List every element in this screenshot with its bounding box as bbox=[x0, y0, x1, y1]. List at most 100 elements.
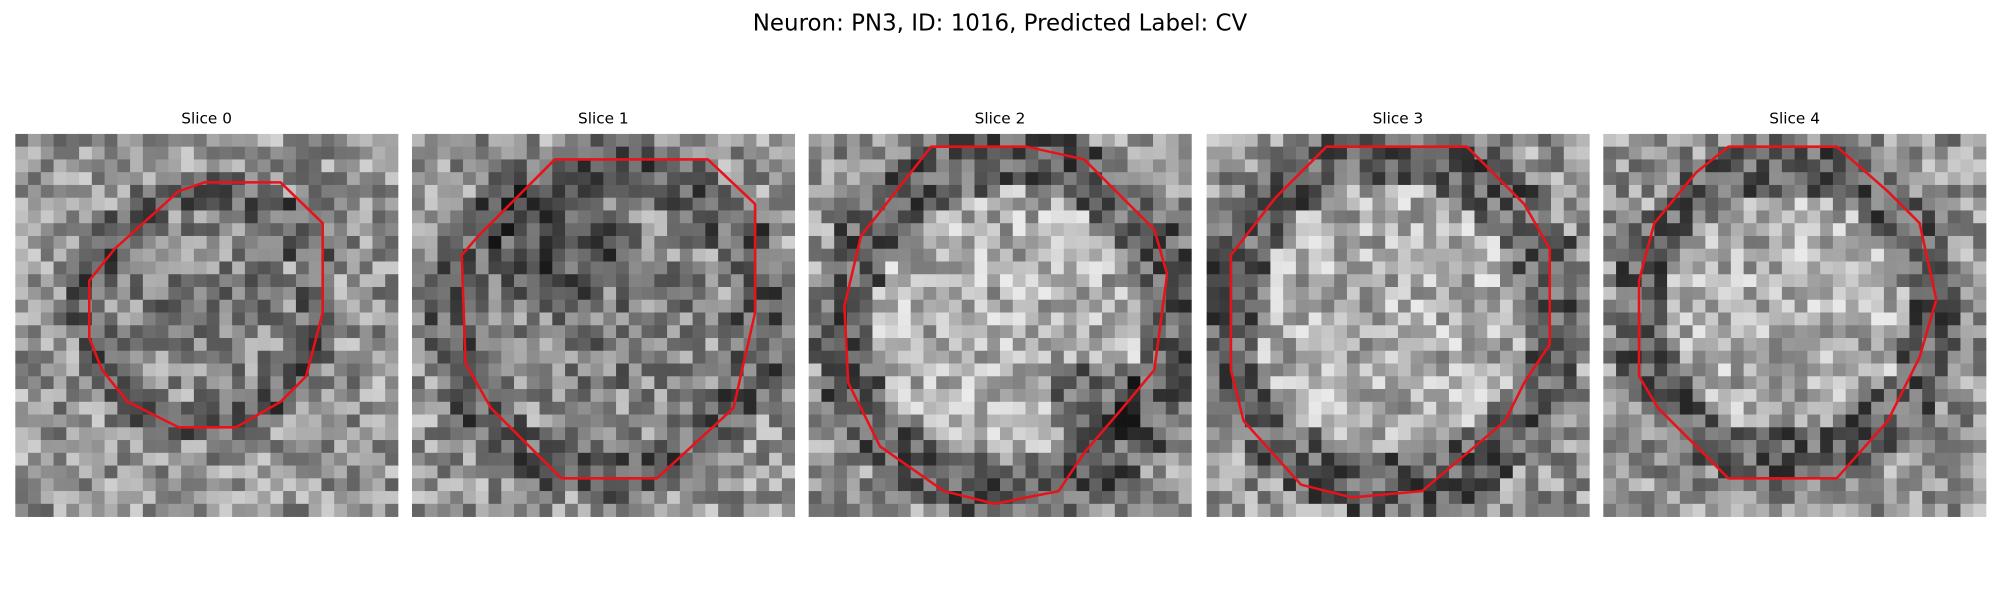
pixel bbox=[232, 503, 246, 517]
pixel bbox=[1781, 172, 1796, 186]
pixel bbox=[104, 299, 118, 313]
pixel bbox=[463, 210, 477, 224]
pixel bbox=[437, 427, 451, 441]
pixel bbox=[885, 235, 899, 250]
pixel bbox=[334, 338, 348, 352]
pixel bbox=[1257, 376, 1271, 390]
pixel bbox=[1718, 389, 1732, 403]
pixel bbox=[885, 478, 899, 492]
pixel bbox=[1461, 172, 1475, 186]
pixel bbox=[475, 286, 489, 301]
pixel bbox=[730, 210, 745, 224]
pixel bbox=[1871, 274, 1885, 288]
pixel bbox=[705, 248, 719, 262]
pixel bbox=[1730, 440, 1745, 454]
pixel bbox=[40, 389, 54, 403]
pixel bbox=[1832, 401, 1847, 415]
pixel bbox=[679, 338, 693, 352]
pixel bbox=[1525, 133, 1539, 148]
pixel bbox=[1922, 503, 1936, 517]
pixel bbox=[66, 248, 80, 262]
pixel bbox=[897, 376, 912, 390]
pixel bbox=[1397, 401, 1412, 415]
pixel bbox=[667, 248, 681, 262]
pixel bbox=[1718, 376, 1732, 390]
pixel bbox=[565, 401, 579, 415]
pixel bbox=[1794, 503, 1808, 517]
pixel bbox=[1244, 363, 1259, 377]
pixel bbox=[1076, 184, 1090, 199]
pixel bbox=[1820, 133, 1834, 148]
pixel bbox=[552, 197, 566, 211]
pixel bbox=[897, 146, 912, 160]
pixel bbox=[1769, 414, 1783, 428]
pixel bbox=[1858, 286, 1872, 301]
pixel bbox=[219, 274, 233, 288]
pixel bbox=[1500, 427, 1514, 441]
pixel bbox=[104, 197, 118, 211]
pixel bbox=[1012, 452, 1026, 466]
pixel bbox=[1563, 274, 1577, 288]
pixel bbox=[1025, 261, 1039, 275]
pixel bbox=[1372, 184, 1386, 199]
pixel bbox=[346, 197, 361, 211]
pixel bbox=[1832, 197, 1847, 211]
pixel bbox=[1500, 389, 1514, 403]
pixel bbox=[1525, 350, 1539, 364]
pixel bbox=[244, 389, 259, 403]
pixel bbox=[1500, 261, 1514, 275]
pixel bbox=[1654, 286, 1668, 301]
pixel bbox=[565, 223, 579, 237]
pixel bbox=[1845, 465, 1859, 479]
pixel bbox=[91, 299, 105, 313]
pixel bbox=[679, 223, 693, 237]
pixel bbox=[40, 503, 54, 517]
pixel bbox=[411, 223, 426, 237]
pixel bbox=[346, 286, 361, 301]
pixel bbox=[219, 223, 233, 237]
pixel bbox=[628, 503, 642, 517]
pixel bbox=[1436, 286, 1450, 301]
pixel bbox=[885, 299, 899, 313]
pixel bbox=[1909, 274, 1923, 288]
pixel bbox=[936, 286, 950, 301]
pixel bbox=[1603, 350, 1617, 364]
pixel bbox=[781, 440, 796, 454]
pixel bbox=[628, 338, 642, 352]
pixel bbox=[821, 312, 835, 326]
pixel bbox=[1102, 478, 1116, 492]
pixel bbox=[1616, 478, 1630, 492]
pixel bbox=[1295, 261, 1310, 275]
pixel bbox=[295, 235, 310, 250]
pixel bbox=[1960, 350, 1974, 364]
pixel bbox=[897, 350, 912, 364]
pixel bbox=[321, 312, 335, 326]
pixel bbox=[987, 325, 1001, 339]
pixel bbox=[1832, 325, 1847, 339]
pixel bbox=[1063, 184, 1077, 199]
pixel bbox=[1232, 299, 1246, 313]
pixel bbox=[628, 491, 642, 505]
pixel bbox=[514, 210, 528, 224]
pixel bbox=[1038, 184, 1052, 199]
pixel bbox=[1820, 286, 1834, 301]
pixel bbox=[1679, 478, 1693, 492]
pixel bbox=[1359, 299, 1373, 313]
pixel bbox=[718, 440, 732, 454]
pixel bbox=[1038, 274, 1052, 288]
pixel bbox=[808, 401, 822, 415]
pixel bbox=[1679, 248, 1693, 262]
pixel bbox=[1102, 491, 1116, 505]
pixel bbox=[1397, 427, 1412, 441]
pixel bbox=[1679, 299, 1693, 313]
pixel bbox=[181, 261, 195, 275]
pixel bbox=[1730, 146, 1745, 160]
pixel bbox=[1461, 159, 1475, 173]
pixel bbox=[1283, 210, 1297, 224]
pixel bbox=[1934, 465, 1949, 479]
pixel bbox=[15, 299, 29, 313]
pixel bbox=[1730, 491, 1745, 505]
pixel bbox=[1934, 376, 1949, 390]
pixel bbox=[1051, 491, 1065, 505]
pixel bbox=[334, 491, 348, 505]
